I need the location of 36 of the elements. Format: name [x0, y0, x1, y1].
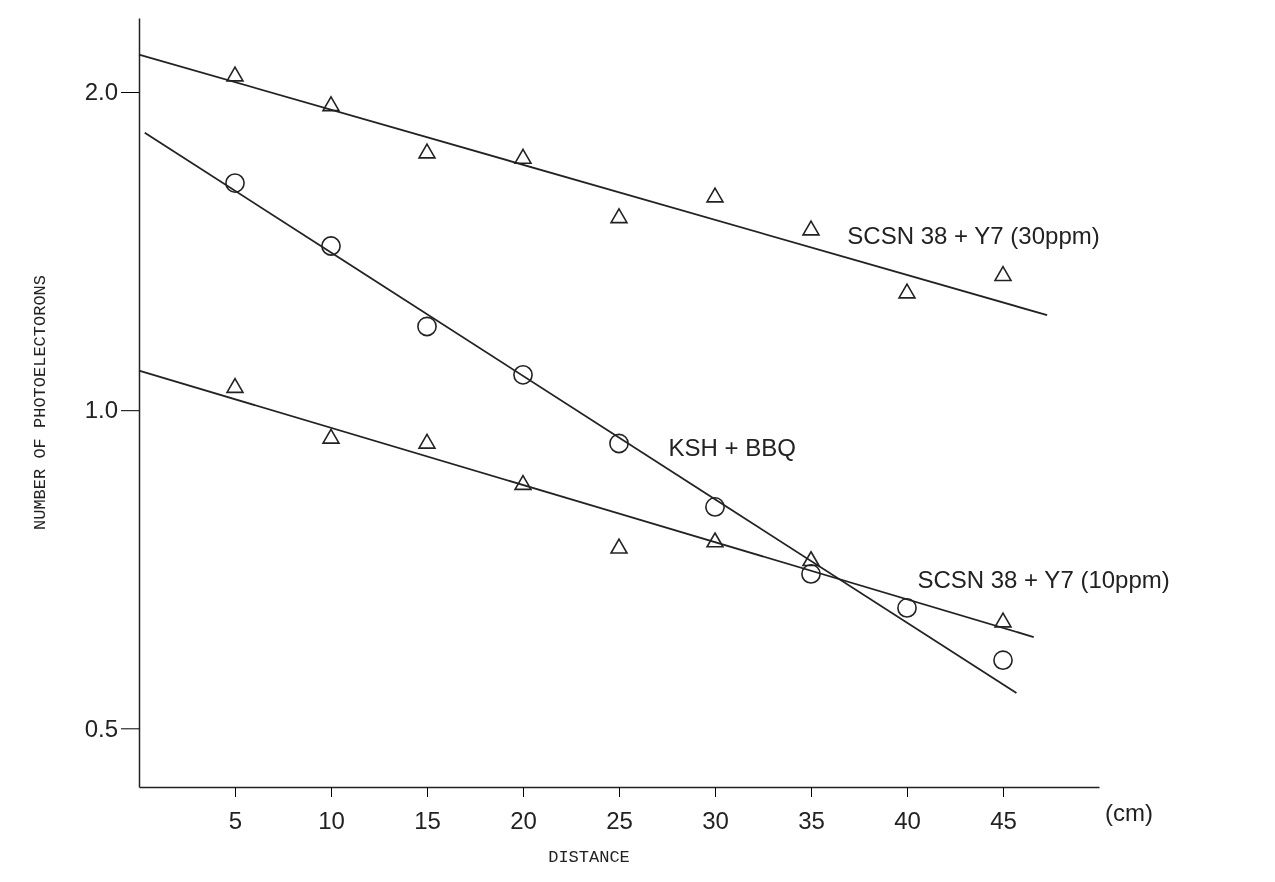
point [994, 612, 1012, 628]
y-tick-label: 2.0 [84, 78, 118, 106]
point [418, 143, 436, 159]
x-tick-label: 30 [702, 806, 729, 834]
point [802, 220, 820, 236]
point [322, 96, 340, 112]
x-tick-label: 35 [798, 806, 825, 834]
x-tick-label: 5 [228, 806, 243, 834]
y-axis-title: NUMBER OF PHOTOELECTORONS [31, 274, 50, 531]
x-tick-label: 20 [510, 806, 537, 834]
x-axis-title: DISTANCE [548, 848, 630, 867]
x-tick-label: 40 [894, 806, 921, 834]
point [322, 428, 340, 444]
y-tick-label: 0.5 [84, 714, 118, 742]
point [418, 433, 436, 449]
point [898, 283, 916, 299]
point [994, 265, 1012, 282]
point [226, 66, 244, 82]
x-tick-label: 10 [318, 806, 345, 834]
series-label: KSH + BBQ [668, 433, 796, 461]
x-tick-label: 25 [606, 806, 633, 834]
point [226, 377, 244, 394]
point [514, 148, 532, 164]
point [802, 550, 820, 567]
text: (cm) [1105, 799, 1153, 826]
point [706, 532, 724, 548]
point [706, 187, 724, 203]
x-tick-label: 45 [990, 806, 1017, 834]
x-tick-label: 15 [414, 806, 441, 834]
series-label: SCSN 38 + Y7 (10ppm) [917, 566, 1170, 594]
point [610, 207, 628, 224]
point [513, 364, 533, 385]
point [514, 474, 532, 491]
series-label: SCSN 38 + Y7 (30ppm) [847, 221, 1100, 249]
y-tick-label: 1.0 [84, 396, 118, 424]
point [610, 538, 628, 554]
